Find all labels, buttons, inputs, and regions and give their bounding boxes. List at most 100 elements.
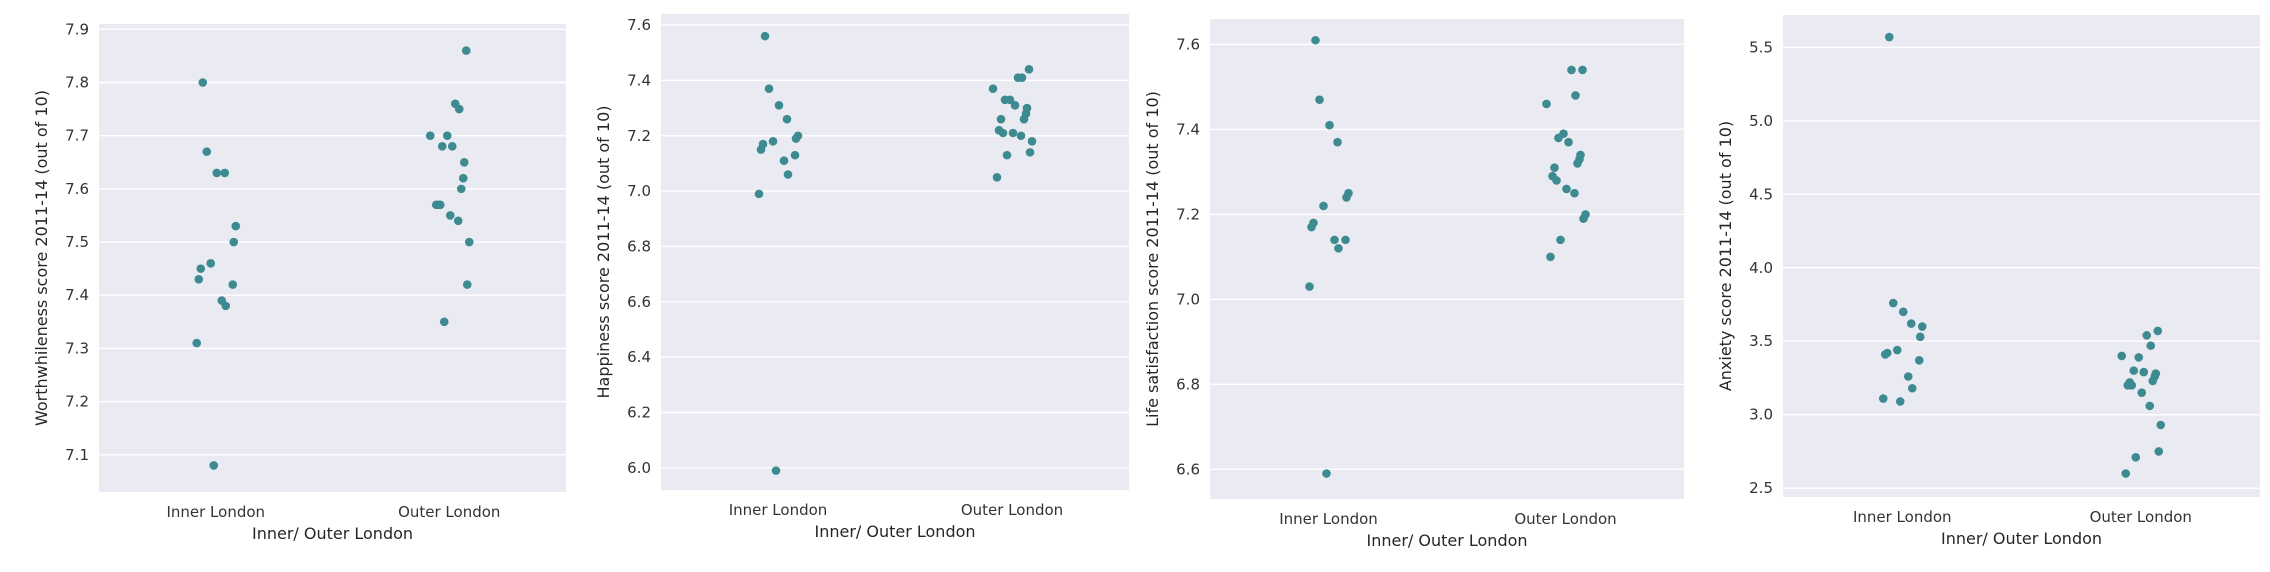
data-point bbox=[1019, 114, 1029, 124]
data-point bbox=[1325, 120, 1334, 130]
data-point bbox=[2127, 381, 2137, 390]
data-point bbox=[1311, 35, 1320, 45]
x-tick-label: Outer London bbox=[2090, 508, 2192, 526]
data-point bbox=[1333, 137, 1342, 147]
data-point bbox=[445, 211, 455, 220]
data-point bbox=[1334, 244, 1343, 253]
data-point bbox=[783, 170, 793, 179]
data-point bbox=[790, 150, 800, 160]
data-point bbox=[1330, 235, 1339, 245]
data-point bbox=[454, 104, 464, 114]
y-tick-label: 3.5 bbox=[1749, 332, 1773, 350]
y-axis-label: Life satisfaction score 2011-14 (out of … bbox=[1143, 91, 1162, 427]
data-point bbox=[1000, 95, 1010, 105]
y-tick-label: 7.6 bbox=[1176, 35, 1200, 53]
data-point bbox=[756, 145, 766, 154]
data-point bbox=[998, 128, 1008, 138]
chart-anxiety-svg: 2.5 3.0 3.5 4.0 4.5 5.0 5.5 Inner London Outer L… bbox=[1716, 15, 2260, 548]
data-point bbox=[1322, 469, 1331, 478]
y-tick-label: 6.8 bbox=[627, 237, 651, 255]
y-tick-label: 2.5 bbox=[1749, 479, 1773, 497]
y-tick-label: 6.8 bbox=[1176, 375, 1200, 393]
data-point bbox=[464, 237, 474, 247]
y-tick-label: 4.0 bbox=[1749, 259, 1773, 277]
y-tick-label: 7.6 bbox=[65, 180, 89, 198]
data-point bbox=[198, 78, 208, 87]
x-axis-label: Inner/ Outer London bbox=[1941, 529, 2102, 548]
y-tick-label: 7.2 bbox=[65, 393, 89, 411]
y-tick-label: 7.5 bbox=[65, 233, 89, 251]
data-point bbox=[1570, 188, 1579, 198]
y-tick-label: 7.8 bbox=[65, 74, 89, 92]
x-tick-label: Outer London bbox=[961, 501, 1063, 519]
x-tick-label: Inner London bbox=[166, 503, 265, 521]
data-point bbox=[1542, 99, 1551, 109]
data-point bbox=[1556, 235, 1565, 245]
y-tick-label: 3.0 bbox=[1749, 406, 1773, 424]
data-point bbox=[437, 142, 447, 151]
data-point bbox=[1342, 193, 1351, 202]
y-tick-label: 7.2 bbox=[627, 127, 651, 145]
data-point bbox=[425, 131, 435, 140]
data-point bbox=[1884, 32, 1894, 42]
data-point bbox=[228, 280, 238, 289]
y-tick-label: 7.3 bbox=[65, 339, 89, 357]
data-point bbox=[461, 46, 471, 55]
data-point bbox=[1341, 235, 1350, 245]
data-point bbox=[1562, 184, 1571, 194]
x-axis-label: Inner/ Outer London bbox=[814, 522, 975, 541]
data-point bbox=[2131, 453, 2141, 462]
chart-anxiety: 2.5 3.0 3.5 4.0 4.5 5.0 5.5 Inner London Outer L… bbox=[1705, 0, 2270, 572]
data-point bbox=[992, 172, 1002, 182]
data-point bbox=[192, 338, 202, 348]
data-point bbox=[1315, 95, 1324, 105]
data-point bbox=[229, 237, 239, 247]
y-tick-label: 7.0 bbox=[1176, 290, 1200, 308]
data-point bbox=[220, 168, 230, 178]
data-point bbox=[1024, 65, 1034, 74]
y-tick-label: 7.1 bbox=[65, 446, 89, 464]
data-point bbox=[771, 466, 781, 475]
data-point bbox=[1002, 150, 1012, 160]
data-point bbox=[1017, 73, 1027, 82]
data-point bbox=[1554, 133, 1563, 143]
plot-background bbox=[1783, 15, 2260, 497]
data-point bbox=[1895, 397, 1905, 406]
data-point bbox=[212, 168, 222, 178]
y-tick-label: 6.2 bbox=[627, 404, 651, 422]
y-tick-label: 5.0 bbox=[1749, 112, 1773, 130]
data-point bbox=[1567, 65, 1576, 75]
y-tick-label: 7.4 bbox=[65, 286, 89, 304]
data-point bbox=[442, 131, 452, 140]
data-point bbox=[2156, 420, 2166, 430]
data-point bbox=[2154, 447, 2164, 456]
data-point bbox=[2153, 326, 2163, 336]
data-point bbox=[196, 264, 206, 273]
data-point bbox=[2142, 331, 2152, 340]
data-point bbox=[2148, 376, 2158, 386]
data-point bbox=[1027, 137, 1037, 146]
y-tick-label: 7.9 bbox=[65, 20, 89, 38]
data-point bbox=[2117, 351, 2127, 361]
data-point bbox=[439, 317, 449, 327]
data-point bbox=[462, 280, 472, 289]
y-tick-label: 5.5 bbox=[1749, 38, 1773, 56]
data-point bbox=[1010, 101, 1020, 110]
data-point bbox=[1016, 131, 1026, 141]
data-point bbox=[1892, 345, 1902, 355]
y-tick-label: 7.0 bbox=[627, 182, 651, 200]
data-point bbox=[1573, 159, 1582, 168]
plot-background bbox=[661, 14, 1129, 490]
data-point bbox=[202, 147, 212, 156]
data-point bbox=[1579, 214, 1588, 223]
data-point bbox=[206, 259, 216, 268]
data-point bbox=[791, 134, 801, 143]
data-point bbox=[194, 274, 204, 284]
data-point bbox=[458, 173, 468, 183]
data-point bbox=[1903, 372, 1913, 381]
data-point bbox=[2137, 388, 2147, 397]
data-point bbox=[221, 301, 231, 311]
plot-background bbox=[99, 24, 566, 492]
y-tick-label: 7.4 bbox=[1176, 120, 1200, 138]
data-point bbox=[456, 184, 466, 194]
